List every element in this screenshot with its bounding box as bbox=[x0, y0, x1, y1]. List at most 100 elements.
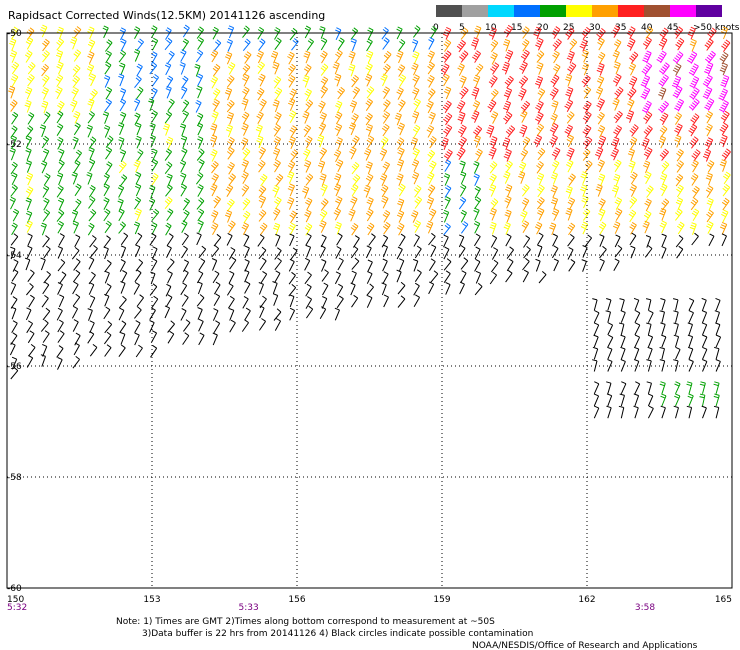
wind-barb bbox=[689, 75, 700, 89]
wind-barb bbox=[704, 61, 714, 75]
wind-barb bbox=[550, 197, 559, 210]
wind-barb bbox=[460, 221, 469, 234]
wind-barb bbox=[181, 245, 188, 259]
wind-barb bbox=[688, 297, 695, 311]
wind-barb bbox=[273, 159, 281, 173]
wind-barb bbox=[182, 332, 190, 345]
wind-barb bbox=[460, 209, 467, 223]
wind-barb bbox=[618, 322, 625, 336]
wind-barb bbox=[412, 124, 421, 138]
wind-barb bbox=[413, 294, 421, 308]
wind-barb bbox=[120, 281, 126, 294]
legend-swatch bbox=[514, 5, 540, 17]
wind-barb bbox=[606, 393, 613, 407]
wind-barb bbox=[73, 26, 82, 39]
wind-barb bbox=[705, 185, 714, 198]
wind-barb bbox=[412, 39, 419, 52]
wind-barb bbox=[302, 111, 310, 124]
wind-barb bbox=[11, 306, 17, 320]
wind-barb bbox=[521, 197, 530, 211]
wind-barb bbox=[430, 270, 439, 283]
wind-barb bbox=[256, 135, 264, 149]
wind-barb bbox=[134, 75, 142, 89]
wind-barb bbox=[335, 49, 343, 63]
wind-barb bbox=[565, 186, 573, 199]
wind-barb bbox=[673, 405, 679, 419]
legend-swatch bbox=[540, 5, 566, 17]
wind-barb bbox=[180, 49, 187, 62]
wind-barb bbox=[118, 295, 127, 309]
wind-barb bbox=[567, 62, 577, 75]
wind-barb bbox=[166, 173, 173, 187]
wind-barb bbox=[626, 38, 636, 51]
wind-barb bbox=[659, 112, 669, 126]
wind-barb bbox=[568, 258, 576, 272]
wind-barb bbox=[10, 184, 18, 197]
wind-barb bbox=[427, 61, 436, 75]
wind-barb bbox=[319, 220, 327, 233]
wind-barb bbox=[502, 137, 511, 151]
wind-barb bbox=[628, 160, 636, 174]
wind-barb bbox=[9, 99, 18, 112]
wind-barb bbox=[597, 111, 605, 125]
wind-barb bbox=[25, 307, 32, 321]
wind-barb bbox=[337, 37, 345, 51]
wind-barb bbox=[303, 64, 312, 77]
wind-barb bbox=[430, 26, 438, 39]
wind-barb bbox=[702, 74, 713, 88]
wind-barb bbox=[351, 294, 359, 308]
wind-barb bbox=[196, 197, 205, 210]
wind-barb bbox=[673, 359, 679, 372]
wind-barb bbox=[612, 50, 620, 63]
wind-barb bbox=[334, 73, 342, 87]
wind-barb bbox=[258, 209, 267, 222]
wind-barb bbox=[42, 50, 50, 63]
wind-barb bbox=[196, 122, 204, 136]
wind-barb bbox=[197, 307, 203, 320]
wind-barb bbox=[11, 172, 18, 186]
wind-barb bbox=[381, 282, 387, 296]
wind-barb bbox=[11, 320, 18, 333]
wind-barb bbox=[613, 159, 622, 173]
wind-barb bbox=[705, 110, 714, 124]
wind-barb bbox=[397, 39, 406, 52]
wind-barb bbox=[151, 110, 158, 123]
wind-barb bbox=[136, 149, 144, 162]
legend-swatch bbox=[670, 5, 696, 17]
wind-barb bbox=[27, 112, 35, 125]
wind-barb bbox=[134, 269, 142, 283]
wind-barb bbox=[397, 198, 405, 212]
wind-barb bbox=[241, 111, 250, 125]
wind-barb bbox=[676, 245, 684, 259]
wind-barb bbox=[553, 258, 559, 272]
wind-barb bbox=[227, 161, 235, 175]
wind-barb bbox=[457, 63, 465, 76]
wind-barb bbox=[165, 136, 174, 150]
wind-barb bbox=[244, 307, 251, 321]
wind-barb bbox=[687, 26, 696, 40]
wind-barb bbox=[592, 298, 598, 311]
wind-barb bbox=[72, 220, 79, 234]
legend-label: 20 bbox=[537, 23, 549, 33]
speed-legend: 0 5 10 15 20 25 30 35 40 45 >50 knots bbox=[433, 5, 740, 33]
wind-barb bbox=[701, 297, 707, 311]
wind-barb bbox=[366, 135, 375, 149]
wind-barb bbox=[566, 147, 575, 161]
wind-barb bbox=[104, 293, 110, 307]
wind-barb bbox=[674, 123, 683, 137]
wind-barb bbox=[304, 209, 312, 223]
wind-barb bbox=[458, 245, 466, 258]
wind-barb bbox=[225, 184, 234, 197]
wind-barb bbox=[150, 271, 156, 285]
wind-barb bbox=[41, 100, 49, 114]
wind-barb bbox=[534, 221, 543, 235]
time-labels: 5:32 5:33 3:58 bbox=[7, 603, 655, 613]
wind-barb bbox=[503, 100, 512, 114]
wind-barb bbox=[227, 147, 235, 160]
wind-barb bbox=[120, 232, 129, 246]
wind-barb bbox=[397, 64, 406, 77]
wind-barb bbox=[630, 171, 638, 185]
wind-barb bbox=[134, 112, 141, 126]
wind-barb bbox=[718, 88, 728, 102]
wind-barb bbox=[26, 354, 34, 368]
